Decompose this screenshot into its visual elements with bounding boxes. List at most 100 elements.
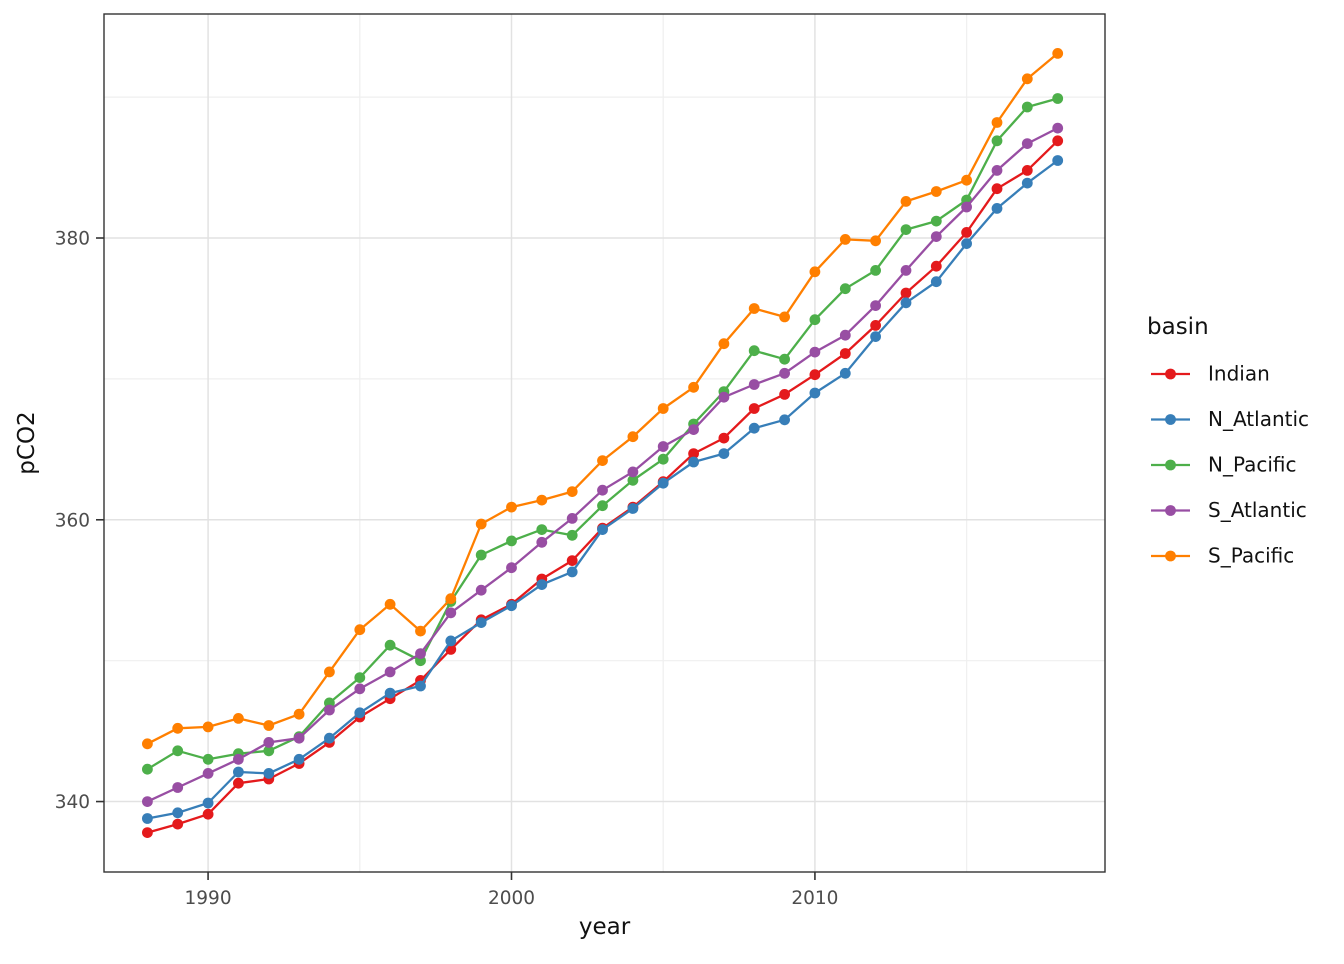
data-point [293, 753, 305, 765]
data-point [961, 227, 972, 238]
data-point [657, 477, 669, 489]
data-point [870, 235, 881, 247]
legend-item-S_Atlantic: S_Atlantic [1151, 498, 1307, 522]
data-point [718, 448, 730, 459]
data-point [657, 441, 669, 452]
data-point [172, 807, 184, 819]
data-point [233, 753, 244, 765]
data-point [991, 135, 1003, 147]
legend-key-dot [1165, 414, 1176, 425]
data-point [384, 598, 396, 610]
data-point [1021, 165, 1033, 176]
data-point [384, 666, 396, 678]
data-point [536, 579, 548, 590]
data-point [142, 763, 153, 775]
legend-label: N_Pacific [1208, 453, 1297, 477]
data-point [627, 466, 639, 478]
data-point [536, 536, 548, 548]
legend-label: S_Pacific [1208, 544, 1294, 568]
data-point [991, 165, 1003, 176]
data-point [142, 827, 153, 838]
y-tick-label: 340 [55, 792, 90, 813]
data-point [718, 391, 730, 403]
data-point [142, 813, 153, 824]
data-point [930, 231, 942, 243]
data-point [384, 687, 396, 699]
data-point [748, 303, 760, 314]
data-point [718, 338, 730, 350]
data-point [384, 639, 396, 651]
legend-item-N_Pacific: N_Pacific [1151, 453, 1297, 477]
data-point [900, 287, 912, 299]
data-point [597, 524, 608, 535]
data-point [202, 808, 214, 820]
data-point [809, 346, 821, 358]
data-point [900, 265, 912, 276]
series-S_Atlantic [142, 122, 1064, 807]
legend-key-dot [1165, 550, 1176, 562]
data-point [263, 745, 275, 757]
legend-key-dot [1165, 368, 1176, 380]
data-point [263, 768, 275, 779]
data-point [627, 474, 639, 486]
data-point [930, 260, 942, 272]
data-point [233, 777, 244, 789]
data-point [202, 721, 214, 733]
y-axis-title: pCO2 [14, 411, 40, 474]
legend-key-dot [1165, 459, 1176, 471]
series-S_Pacific [142, 48, 1064, 750]
data-point [930, 186, 942, 197]
data-point [202, 768, 214, 779]
data-point [263, 737, 275, 748]
data-point [900, 297, 912, 309]
data-point [597, 484, 608, 496]
data-point [809, 314, 821, 326]
data-point [748, 345, 760, 357]
data-point [688, 456, 699, 468]
legend-label: S_Atlantic [1208, 498, 1307, 522]
data-point [566, 513, 578, 524]
data-point [506, 535, 517, 547]
data-point [445, 593, 457, 605]
data-point [809, 387, 821, 399]
data-point [688, 448, 699, 459]
panel-border [103, 13, 1106, 873]
data-point [142, 738, 153, 750]
data-point [233, 766, 244, 778]
data-point [172, 782, 184, 793]
data-point [536, 494, 548, 506]
data-point [202, 753, 214, 765]
data-point [1052, 122, 1064, 134]
legend-label: N_Atlantic [1208, 407, 1309, 431]
data-point [293, 732, 305, 744]
data-point [688, 381, 699, 393]
data-point [870, 300, 881, 311]
data-point [839, 367, 851, 379]
data-point [597, 455, 608, 466]
legend-item-S_Pacific: S_Pacific [1151, 544, 1294, 568]
data-point [779, 311, 790, 323]
data-point [657, 453, 669, 465]
data-point [324, 704, 335, 716]
y-tick-label: 380 [55, 229, 90, 250]
data-point [324, 666, 335, 678]
x-tick-label: 2000 [488, 888, 535, 909]
data-point [445, 635, 457, 647]
data-point [870, 320, 881, 331]
data-point [445, 607, 457, 619]
data-point [172, 722, 184, 734]
data-point [1052, 93, 1064, 104]
series-N_Atlantic [142, 155, 1064, 824]
data-point [809, 369, 821, 381]
data-point [506, 600, 517, 612]
data-point [1052, 135, 1064, 147]
data-point [900, 196, 912, 207]
data-point [142, 796, 153, 807]
data-point [991, 117, 1003, 128]
data-point [566, 486, 578, 497]
data-point [566, 555, 578, 566]
data-point [566, 566, 578, 578]
legend-title: basin [1147, 314, 1209, 340]
data-point [961, 201, 972, 213]
